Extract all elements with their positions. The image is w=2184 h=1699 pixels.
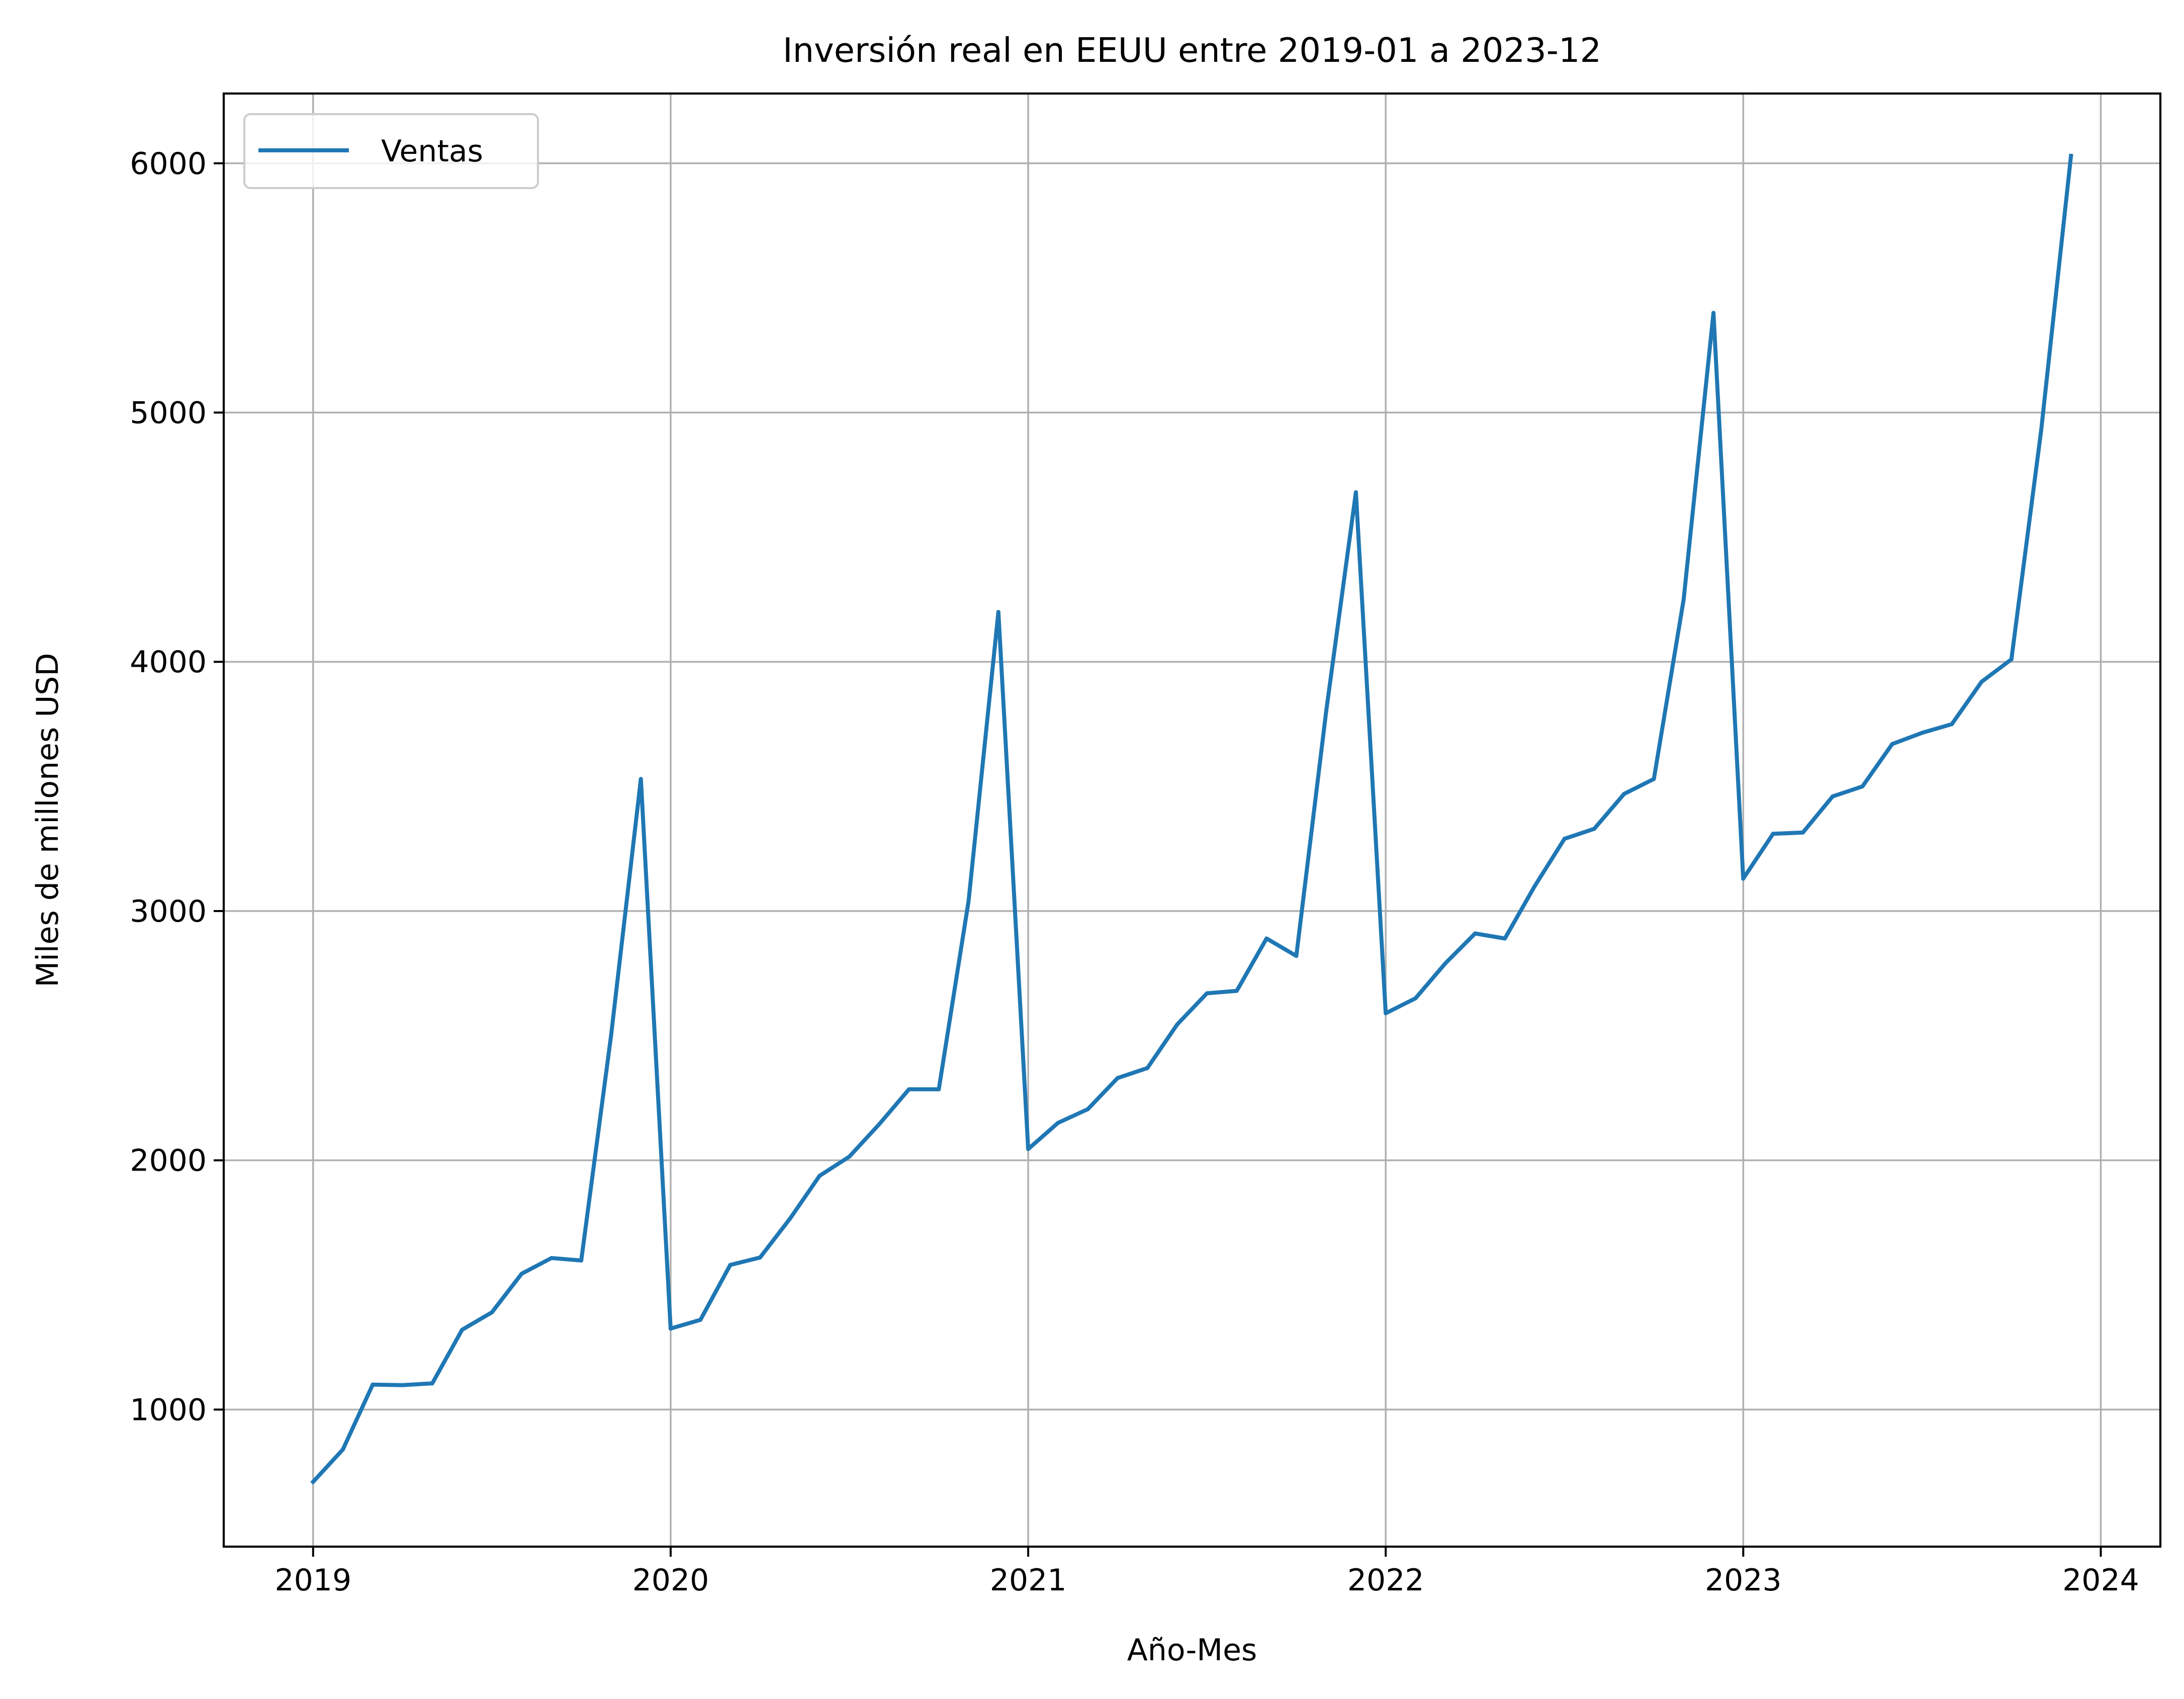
data-point: [1145, 1066, 1150, 1070]
data-point: [1205, 991, 1209, 996]
x-tick-label: 2021: [990, 1563, 1067, 1598]
chart-title: Inversión real en EEUU entre 2019-01 a 2…: [783, 31, 1601, 70]
data-point: [847, 1154, 852, 1159]
data-point: [1831, 794, 1835, 798]
data-point: [817, 1174, 822, 1178]
data-point: [1175, 1022, 1179, 1027]
data-point: [341, 1447, 345, 1452]
y-tick-label: 3000: [130, 894, 207, 929]
data-point: [460, 1327, 465, 1332]
legend-box: [243, 113, 539, 189]
data-point: [549, 1256, 554, 1260]
data-point: [1115, 1076, 1120, 1081]
data-point: [788, 1217, 792, 1221]
x-tick-label: 2024: [2062, 1563, 2139, 1598]
data-point: [907, 1087, 911, 1092]
data-point: [698, 1317, 703, 1322]
data-point: [1890, 742, 1894, 746]
data-point: [1473, 931, 1477, 936]
data-point: [519, 1272, 524, 1276]
data-point: [1443, 961, 1447, 965]
data-point: [1264, 936, 1269, 941]
data-point: [2039, 428, 2043, 432]
data-point: [2009, 657, 2014, 662]
data-point: [1324, 709, 1328, 714]
data-point: [728, 1263, 733, 1267]
plot-frame: [222, 92, 2162, 1548]
data-point: [668, 1326, 673, 1331]
data-point: [1741, 876, 1746, 881]
data-point: [311, 1480, 315, 1484]
y-tick-label: 5000: [130, 396, 207, 431]
y-tick-label: 4000: [130, 645, 207, 680]
data-point: [1294, 954, 1299, 958]
y-axis-label: Miles de millones USD: [30, 653, 65, 987]
data-point: [1652, 777, 1656, 781]
data-point: [1920, 731, 1924, 735]
series-layer: [310, 153, 2073, 1485]
x-tick-label: 2023: [1705, 1563, 1782, 1598]
y-tick-label: 2000: [130, 1143, 207, 1179]
x-tick-label: 2020: [632, 1563, 709, 1598]
x-tick-label: 2022: [1347, 1563, 1424, 1598]
data-point: [430, 1381, 434, 1386]
data-point: [490, 1310, 494, 1314]
data-point: [1384, 1011, 1388, 1016]
data-point: [758, 1256, 762, 1260]
y-tick-label: 1000: [130, 1392, 207, 1427]
data-point: [1562, 837, 1567, 841]
data-point: [609, 1033, 613, 1038]
data-point: [1353, 490, 1358, 495]
data-point: [579, 1258, 584, 1263]
data-point: [1681, 597, 1686, 602]
x-axis-label: Año-Mes: [1127, 1633, 1257, 1668]
data-point: [639, 777, 643, 781]
data-point: [1026, 1147, 1031, 1151]
series-line-ventas: [310, 153, 2073, 1485]
data-point: [1503, 936, 1507, 941]
data-point: [1979, 679, 1984, 684]
data-point: [1711, 311, 1716, 315]
data-point: [371, 1382, 375, 1387]
grid: [224, 94, 2160, 1547]
data-point: [1532, 884, 1537, 888]
data-point: [1860, 784, 1865, 789]
data-point: [1234, 989, 1239, 993]
data-point: [2069, 153, 2073, 158]
data-point: [1950, 722, 1954, 727]
y-tick-label: 6000: [130, 146, 207, 182]
data-point: [1622, 792, 1626, 796]
data-point: [1800, 830, 1805, 835]
data-point: [996, 610, 1000, 614]
data-point: [1771, 832, 1775, 836]
data-point: [400, 1383, 405, 1387]
data-point: [877, 1122, 881, 1126]
x-tick-label: 2019: [275, 1563, 351, 1598]
data-point: [937, 1087, 941, 1092]
legend-label: Ventas: [381, 134, 483, 169]
data-point: [1592, 827, 1596, 831]
legend: Ventas: [243, 113, 539, 189]
data-point: [966, 899, 971, 904]
ticks-layer: 2019 2020 2021 2022 2023 2024 1000 2000 3000 4000…: [130, 146, 2139, 1598]
data-point: [1056, 1121, 1060, 1125]
data-point: [1413, 996, 1418, 1001]
data-point: [1085, 1107, 1090, 1111]
